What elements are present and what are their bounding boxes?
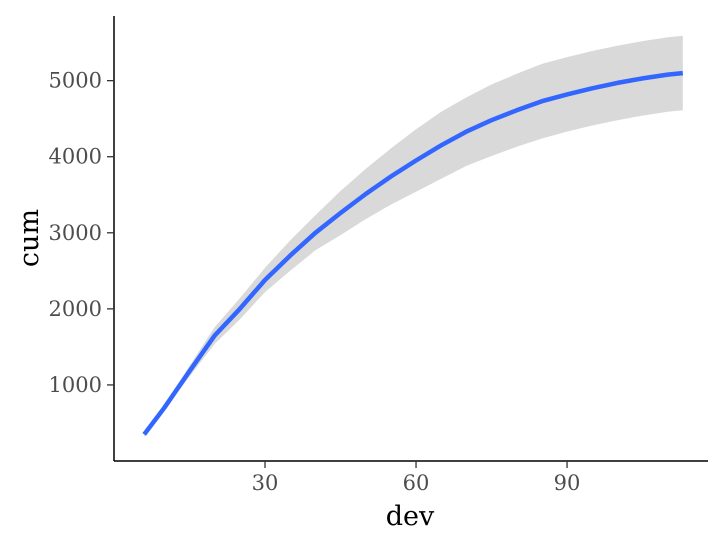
y-tick-label: 5000 — [49, 69, 102, 93]
line-layer — [142, 70, 684, 436]
x-tick-label: 60 — [403, 471, 430, 495]
y-ticks: 1000 2000 3000 4000 5000 — [49, 69, 114, 397]
x-ticks: 30 60 90 — [252, 461, 581, 495]
y-tick-label: 1000 — [49, 373, 102, 397]
y-tick-label: 2000 — [49, 297, 102, 321]
y-tick-label: 4000 — [49, 145, 102, 169]
smooth-line — [142, 70, 684, 436]
band-layer — [144, 35, 683, 437]
y-axis-title: cum — [14, 209, 45, 267]
confidence-band — [144, 35, 683, 437]
y-tick-label: 3000 — [49, 221, 102, 245]
x-axis-title: dev — [386, 501, 435, 532]
x-tick-label: 30 — [252, 471, 279, 495]
x-tick-label: 90 — [554, 471, 581, 495]
